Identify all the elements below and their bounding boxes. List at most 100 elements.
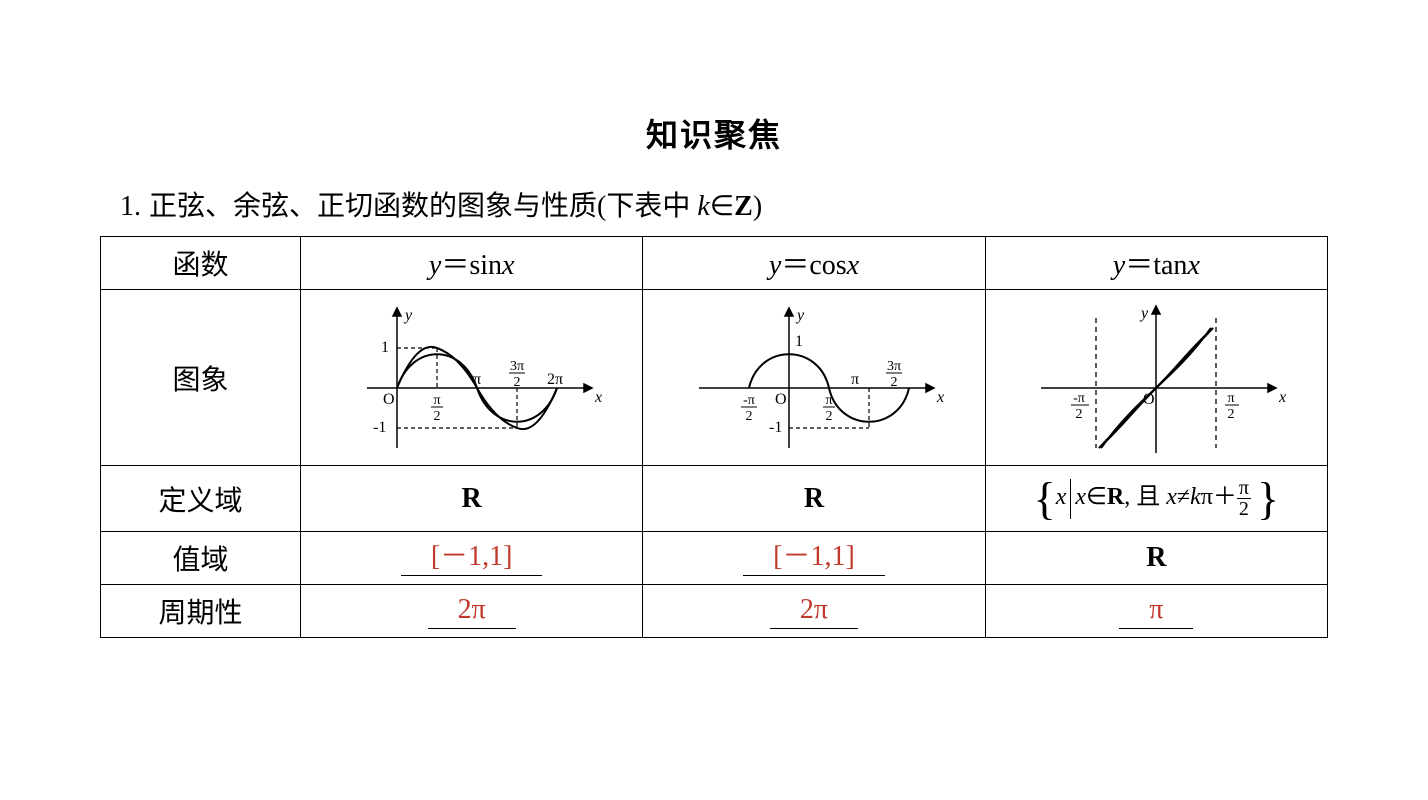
frac-n: π <box>1228 391 1235 406</box>
svg-text:3π: 3π <box>887 359 901 374</box>
page-title: 知识聚焦 <box>100 110 1328 156</box>
origin-label: O <box>775 391 787 408</box>
frac-d: 2 <box>825 409 832 424</box>
tick-pi: π <box>473 371 481 388</box>
range-sin: [－1,1] <box>301 532 643 585</box>
set-x2: x <box>1075 484 1086 510</box>
fn-eq: ＝ <box>1125 250 1153 281</box>
frac-d: 2 <box>1076 407 1083 422</box>
row-label-period: 周期性 <box>101 585 301 638</box>
fn-name: sin <box>469 250 502 281</box>
frac-n: π <box>748 393 755 408</box>
tan-graph-svg: y x O -π 2 π 2 <box>1021 298 1291 458</box>
fn-x: x <box>1187 250 1199 281</box>
range-cos: [－1,1] <box>643 532 985 585</box>
svg-text:π: π <box>433 393 440 408</box>
fn-x: x <box>502 250 514 281</box>
frac-n: π <box>1078 391 1085 406</box>
frac-d: 2 <box>1228 407 1235 422</box>
origin-label: O <box>1143 391 1155 408</box>
header-sin: y＝sinx <box>301 237 643 290</box>
fn-name: tan <box>1153 250 1187 281</box>
axis-x-label: x <box>594 389 602 406</box>
svg-text:2: 2 <box>1076 407 1083 422</box>
tick-2pi: 2π <box>547 371 563 388</box>
axis-x-label: x <box>936 389 944 406</box>
range-tan: R <box>985 532 1327 585</box>
section-k: k <box>697 191 709 222</box>
section-text-b: ) <box>753 191 762 222</box>
tick-neg1: -1 <box>769 419 782 436</box>
fn-y: y <box>429 250 441 281</box>
frac-n: 3π <box>510 359 524 374</box>
period-value: 2π <box>770 593 858 630</box>
frac-d: 2 <box>513 375 520 390</box>
set-k: k <box>1190 484 1201 510</box>
row-label-range: 值域 <box>101 532 301 585</box>
domain-tan: {xx∈R, 且 x≠kπ＋π2 } <box>985 466 1327 532</box>
frac-d: 2 <box>433 409 440 424</box>
svg-text:3π: 3π <box>510 359 524 374</box>
set-x: x <box>1056 484 1067 510</box>
svg-text:-π: -π <box>743 393 755 408</box>
fn-x: x <box>847 250 859 281</box>
fn-y: y <box>769 250 781 281</box>
svg-text:2: 2 <box>513 375 520 390</box>
domain-cos: R <box>643 466 985 532</box>
table-row: 函数 y＝sinx y＝cosx y＝tanx <box>101 237 1328 290</box>
period-value: 2π <box>428 593 516 630</box>
header-tan: y＝tanx <box>985 237 1327 290</box>
set-in: ∈ <box>1086 484 1107 510</box>
section-heading: 1. 正弦、余弦、正切函数的图象与性质(下表中 k∈Z) <box>100 184 1328 224</box>
graph-cos: y x O 1 -1 π -π 2 π 2 3π <box>643 290 985 466</box>
svg-text:2: 2 <box>825 409 832 424</box>
domain-sin: R <box>301 466 643 532</box>
table-row: 定义域 R R {xx∈R, 且 x≠kπ＋π2 } <box>101 466 1328 532</box>
frac-d: 2 <box>745 409 752 424</box>
axis-y-label: y <box>795 307 805 324</box>
svg-text:2: 2 <box>1228 407 1235 422</box>
set-and: 且 <box>1130 484 1166 510</box>
fn-eq: ＝ <box>781 250 809 281</box>
period-tan: π <box>985 585 1327 638</box>
table-row: 图象 <box>101 290 1328 466</box>
period-cos: 2π <box>643 585 985 638</box>
set-plus: ＋ <box>1213 484 1237 510</box>
set-pi: π <box>1201 484 1213 510</box>
frac-n: π <box>825 393 832 408</box>
range-value: [－1,1] <box>743 540 885 577</box>
set-R: R <box>1107 484 1124 510</box>
period-sin: 2π <box>301 585 643 638</box>
frac-n: π <box>1237 478 1251 499</box>
section-number: 1. <box>120 191 141 222</box>
svg-text:π: π <box>1228 391 1235 406</box>
section-text-a: 正弦、余弦、正切函数的图象与性质(下表中 <box>149 191 697 222</box>
svg-text:2: 2 <box>745 409 752 424</box>
section-Z: Z <box>734 191 753 222</box>
svg-text:π: π <box>825 393 832 408</box>
table-row: 值域 [－1,1] [－1,1] R <box>101 532 1328 585</box>
svg-text:2: 2 <box>433 409 440 424</box>
header-function: 函数 <box>101 237 301 290</box>
tick-pi: π <box>851 371 859 388</box>
frac-d: 2 <box>890 375 897 390</box>
graph-tan: y x O -π 2 π 2 <box>985 290 1327 466</box>
tick-neg1: -1 <box>373 419 386 436</box>
fn-eq: ＝ <box>441 250 469 281</box>
header-cos: y＝cosx <box>643 237 985 290</box>
set-neq: ≠ <box>1177 484 1190 510</box>
table-row: 周期性 2π 2π π <box>101 585 1328 638</box>
svg-text:2: 2 <box>890 375 897 390</box>
section-in: ∈ <box>710 191 734 222</box>
tick-1: 1 <box>381 339 389 356</box>
range-value: R <box>1146 542 1166 573</box>
properties-table: 函数 y＝sinx y＝cosx y＝tanx 图象 <box>100 236 1328 638</box>
axis-y-label: y <box>1139 305 1149 322</box>
period-value: π <box>1119 593 1193 630</box>
origin-label: O <box>383 391 395 408</box>
svg-text:-π: -π <box>1073 391 1085 406</box>
domain-value: R <box>804 483 824 514</box>
axis-y-label: y <box>403 307 413 324</box>
frac-d: 2 <box>1237 499 1251 519</box>
row-label-domain: 定义域 <box>101 466 301 532</box>
